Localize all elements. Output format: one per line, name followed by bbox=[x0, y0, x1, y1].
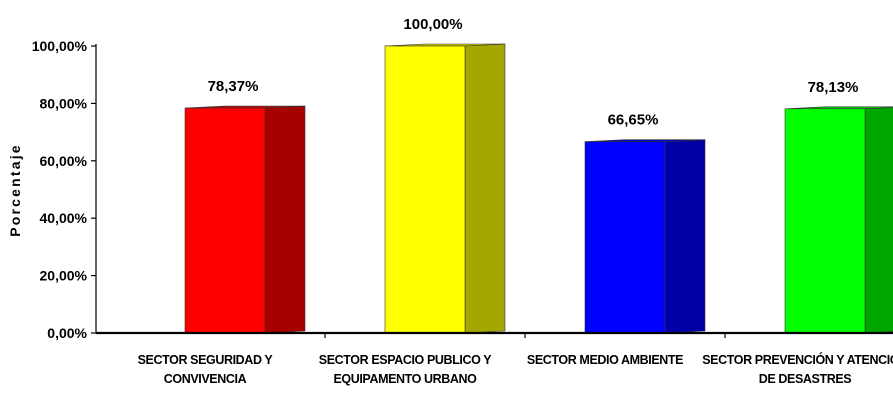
bar-top bbox=[784, 106, 893, 110]
x-tick-label: SECTOR PREVENCIÓN Y ATENCIÓN bbox=[702, 352, 893, 367]
x-tick-label: SECTOR SEGURIDAD Y bbox=[138, 353, 274, 367]
data-label: 78,37% bbox=[208, 78, 259, 95]
x-tick-label: DE DESASTRES bbox=[759, 372, 852, 386]
y-tick-label: 60,00% bbox=[40, 153, 88, 169]
bar-side bbox=[864, 107, 893, 334]
x-tick-label: CONVIVENCIA bbox=[164, 372, 247, 386]
x-tick-label: SECTOR MEDIO AMBIENTE bbox=[527, 353, 683, 367]
y-tick-label: 0,00% bbox=[47, 325, 87, 341]
bar-side bbox=[264, 105, 306, 334]
bar bbox=[784, 108, 866, 334]
y-tick-label: 20,00% bbox=[40, 268, 88, 284]
y-tick-label: 100,00% bbox=[32, 38, 88, 54]
data-label: 100,00% bbox=[403, 16, 462, 33]
x-tick-label: SECTOR ESPACIO PUBLICO Y bbox=[319, 353, 492, 367]
bar-side bbox=[464, 43, 506, 334]
bar bbox=[184, 107, 266, 334]
x-tick-label: EQUIPAMENTO URBANO bbox=[333, 372, 477, 386]
data-label: 66,65% bbox=[608, 112, 659, 129]
bar-side bbox=[664, 139, 706, 334]
bar bbox=[384, 45, 466, 334]
data-label: 78,13% bbox=[808, 79, 859, 96]
y-tick-label: 80,00% bbox=[40, 95, 88, 111]
y-tick-label: 40,00% bbox=[40, 210, 88, 226]
y-axis-label: Porcentaje bbox=[7, 143, 23, 237]
bar bbox=[584, 141, 666, 334]
